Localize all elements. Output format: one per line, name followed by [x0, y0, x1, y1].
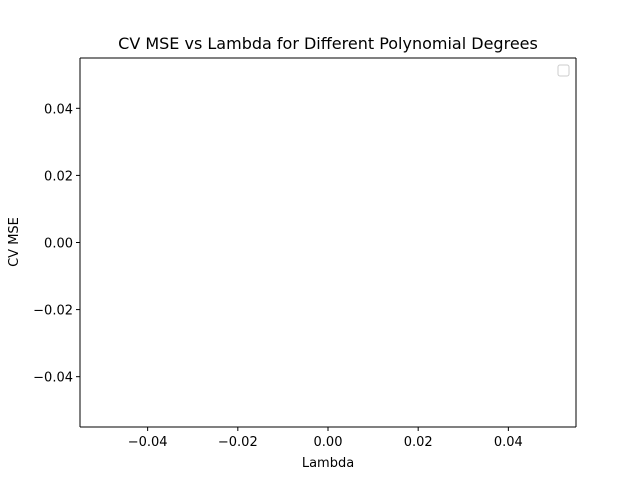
x-tick-label: −0.02 — [218, 435, 258, 450]
y-axis-ticks: −0.04 −0.02 0.00 0.02 0.04 — [33, 102, 80, 386]
plot-frame — [79, 57, 577, 428]
y-tick-label: 0.00 — [44, 237, 73, 252]
y-tick-label: 0.02 — [44, 169, 73, 184]
chart-title: CV MSE vs Lambda for Different Polynomia… — [118, 34, 538, 53]
y-tick-label: −0.02 — [33, 304, 73, 319]
legend-box — [557, 64, 570, 77]
x-tick-label: 0.02 — [404, 435, 433, 450]
x-tick-label: −0.04 — [128, 435, 168, 450]
x-axis-label: Lambda — [302, 456, 354, 471]
y-tick-label: −0.04 — [33, 371, 73, 386]
x-tick-label: 0.00 — [314, 435, 343, 450]
x-tick-label: 0.04 — [494, 435, 523, 450]
y-axis-label: CV MSE — [7, 217, 22, 267]
x-axis-ticks: −0.04 −0.02 0.00 0.02 0.04 — [128, 427, 523, 450]
y-tick-label: 0.04 — [44, 102, 73, 117]
plot-area — [80, 58, 576, 427]
